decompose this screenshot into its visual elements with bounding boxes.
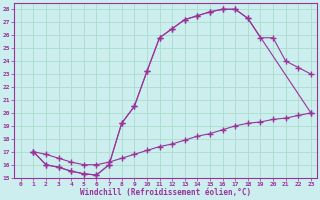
X-axis label: Windchill (Refroidissement éolien,°C): Windchill (Refroidissement éolien,°C)	[80, 188, 252, 197]
